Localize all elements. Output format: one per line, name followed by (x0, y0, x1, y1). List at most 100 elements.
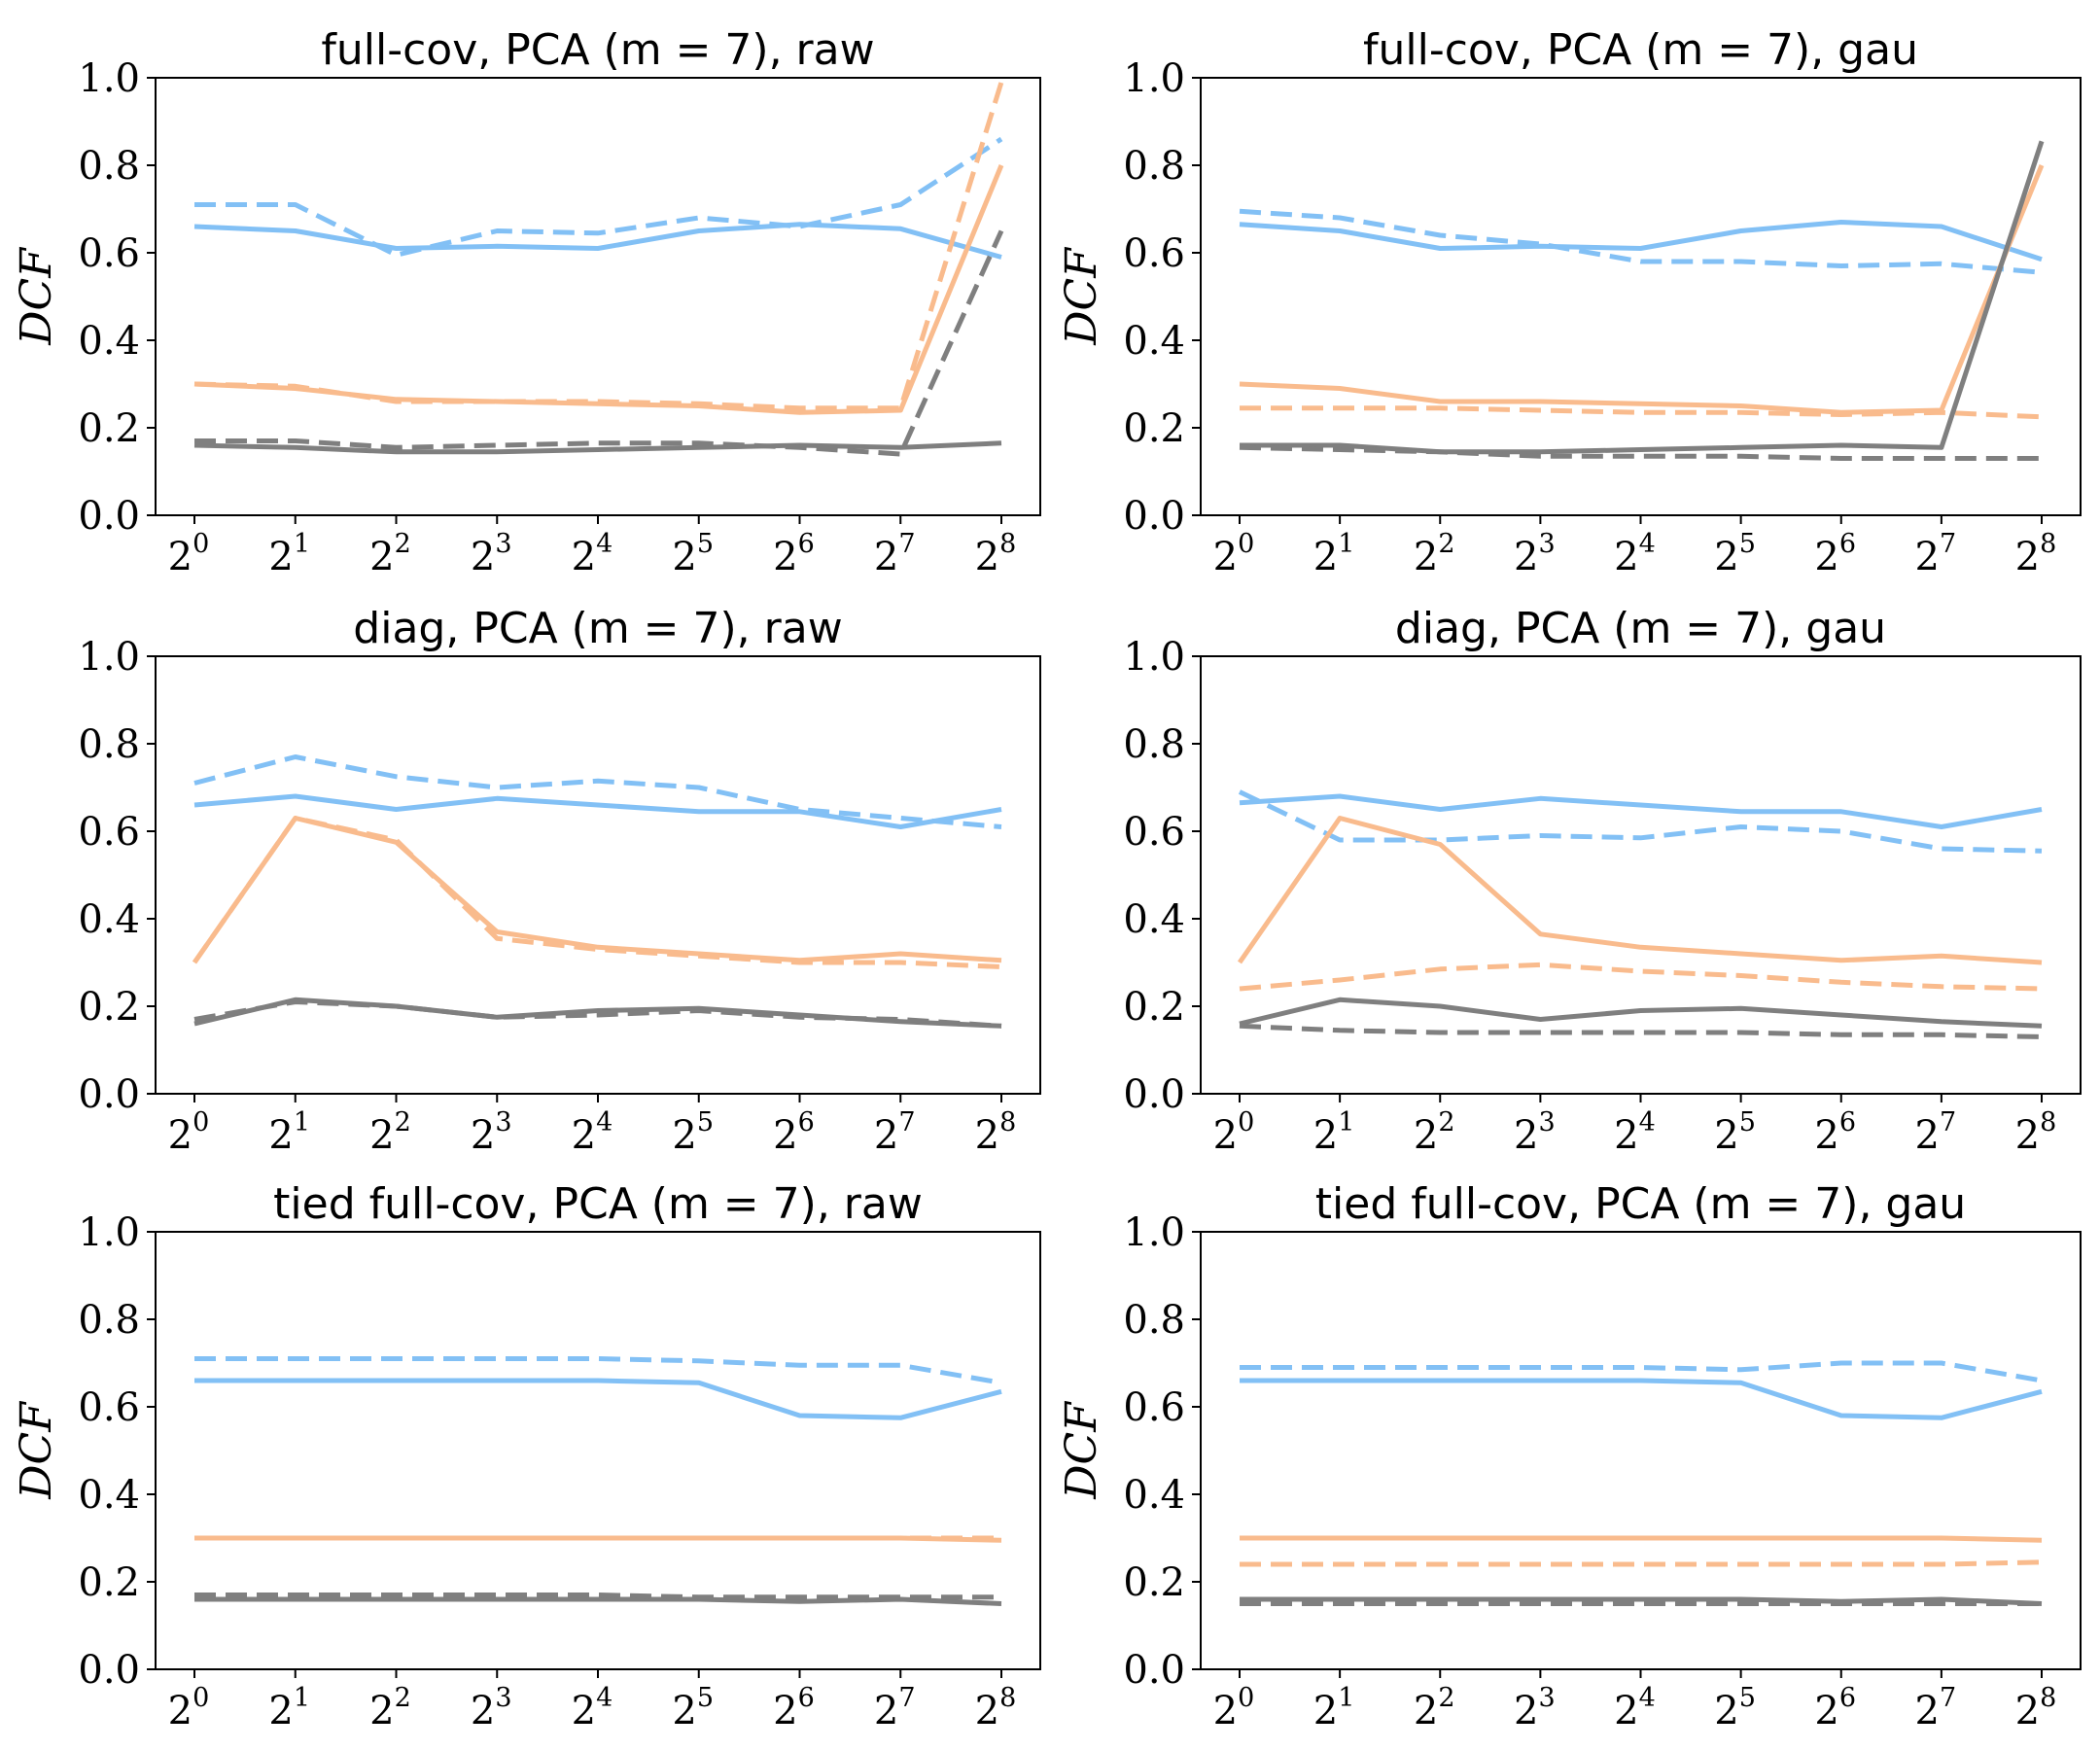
x-tick-exponent: 2 (1438, 1107, 1454, 1138)
x-tick-label: 24 (1614, 1683, 1656, 1733)
y-tick-label: 1.0 (1123, 1210, 1185, 1255)
x-tick-exponent: 2 (395, 1683, 411, 1713)
x-tick-base: 2 (1514, 1689, 1538, 1733)
y-tick-label: 0.2 (1123, 985, 1185, 1030)
y-axis-label: DCF (1057, 1401, 1106, 1500)
x-tick-exponent: 3 (1539, 529, 1556, 559)
x-tick-base: 2 (369, 1113, 394, 1158)
plot-frame (1200, 655, 2082, 1095)
plot-frame (155, 77, 1041, 516)
x-tick-label: 28 (975, 1107, 1017, 1158)
chart-panel-2: diag, PCA (m = 7), raw 0.0 0.2 0.4 0.6 0.8 1.0… (78, 604, 1041, 1158)
plot-frame (1200, 77, 2082, 516)
x-tick-base: 2 (471, 1689, 495, 1733)
x-tick-label: 27 (1915, 529, 1957, 579)
x-tick-exponent: 4 (1639, 1683, 1656, 1713)
x-tick-base: 2 (1514, 535, 1538, 579)
x-tick-exponent: 6 (798, 529, 815, 559)
chart-panel-3: diag, PCA (m = 7), gau 0.0 0.2 0.4 0.6 0.8 1.0… (1123, 604, 2082, 1158)
series-line-gray-dashed (1239, 444, 2042, 461)
x-tick-label: 21 (268, 1107, 310, 1158)
plot-frame (155, 655, 1041, 1095)
series-line-blue-solid (1239, 793, 2043, 829)
x-tick-exponent: 6 (798, 1683, 815, 1713)
x-tick-label: 22 (369, 1683, 411, 1733)
x-tick-label: 20 (168, 529, 210, 579)
x-tick-base: 2 (1414, 1113, 1438, 1158)
x-tick-exponent: 1 (1338, 529, 1354, 559)
y-tick-label: 0.0 (1123, 494, 1185, 539)
series-line-blue-solid (193, 793, 1002, 829)
series-line-gray-solid (193, 440, 1002, 455)
x-tick-base: 2 (2015, 1113, 2040, 1158)
panel-title: diag, PCA (m = 7), raw (353, 604, 842, 653)
x-tick-base: 2 (975, 535, 999, 579)
y-tick-label: 1.0 (78, 1210, 140, 1255)
x-tick-base: 2 (874, 1113, 898, 1158)
y-tick-label: 0.6 (1123, 231, 1185, 276)
series-line-gray-solid (1240, 1596, 2043, 1606)
x-tick-base: 2 (1614, 1113, 1638, 1158)
x-tick-label: 28 (2015, 529, 2057, 579)
x-tick-label: 28 (2015, 1683, 2057, 1733)
x-tick-exponent: 0 (192, 1107, 209, 1138)
x-tick-label: 21 (268, 529, 310, 579)
x-tick-exponent: 7 (1940, 1107, 1956, 1138)
series-line-gray-dashed (194, 229, 1004, 457)
x-tick-base: 2 (672, 1689, 696, 1733)
x-tick-exponent: 1 (294, 1683, 310, 1713)
series-line-gray-solid (1239, 997, 2043, 1029)
x-tick-label: 24 (1614, 1107, 1656, 1158)
x-tick-label: 22 (1414, 1683, 1455, 1733)
y-tick-label: 0.6 (1123, 1385, 1185, 1430)
x-tick-exponent: 6 (1839, 529, 1856, 559)
x-tick-base: 2 (1213, 535, 1238, 579)
x-tick-label: 25 (1714, 1683, 1756, 1733)
x-tick-base: 2 (471, 535, 495, 579)
x-tick-label: 25 (672, 1107, 714, 1158)
series-line-blue-dashed (1240, 1360, 2043, 1383)
panel-title: full-cov, PCA (m = 7), raw (321, 25, 874, 75)
x-tick-label: 20 (168, 1683, 210, 1733)
x-tick-base: 2 (874, 1689, 898, 1733)
x-tick-base: 2 (1213, 1689, 1238, 1733)
series-line-blue-dashed (1238, 789, 2043, 854)
x-tick-exponent: 2 (395, 529, 411, 559)
x-tick-label: 28 (975, 529, 1017, 579)
x-tick-exponent: 8 (999, 529, 1016, 559)
x-tick-base: 2 (1915, 1689, 1940, 1733)
x-tick-exponent: 0 (1238, 1107, 1254, 1138)
x-tick-base: 2 (572, 535, 596, 579)
x-tick-base: 2 (1614, 535, 1638, 579)
x-tick-label: 27 (874, 529, 916, 579)
series-line-blue-dashed (194, 136, 1003, 258)
y-tick-label: 0.8 (1123, 722, 1185, 767)
x-tick-base: 2 (1414, 1689, 1438, 1733)
x-tick-base: 2 (1313, 1689, 1338, 1733)
x-tick-label: 27 (874, 1107, 916, 1158)
x-tick-base: 2 (1213, 1113, 1238, 1158)
y-tick-label: 0.4 (78, 319, 140, 364)
x-tick-label: 28 (975, 1683, 1017, 1733)
y-tick-label: 1.0 (78, 635, 140, 680)
plot-frame (1200, 1231, 2082, 1670)
chart-panel-4: tied full-cov, PCA (m = 7), raw DCF 0.0 0.2… (12, 1179, 1041, 1733)
x-tick-exponent: 5 (697, 1683, 714, 1713)
x-tick-base: 2 (1814, 1689, 1838, 1733)
x-tick-exponent: 4 (596, 1683, 612, 1713)
y-tick-label: 0.8 (1123, 1298, 1185, 1343)
series-line-orange-solid (192, 816, 1002, 964)
x-tick-label: 22 (369, 529, 411, 579)
y-tick-label: 0.6 (1123, 810, 1185, 855)
y-tick-label: 1.0 (1123, 635, 1185, 680)
x-tick-label: 24 (1614, 529, 1656, 579)
x-tick-base: 2 (1714, 535, 1738, 579)
plot-frame (155, 1231, 1041, 1670)
x-tick-exponent: 8 (999, 1107, 1016, 1138)
x-tick-base: 2 (1714, 1689, 1738, 1733)
x-tick-exponent: 6 (1839, 1683, 1856, 1713)
y-tick-label: 0.2 (1123, 1560, 1185, 1605)
series-line-gray-dashed (1239, 1023, 2043, 1039)
chart-panel-5: tied full-cov, PCA (m = 7), gau DCF 0.0 0.2… (1057, 1179, 2082, 1733)
